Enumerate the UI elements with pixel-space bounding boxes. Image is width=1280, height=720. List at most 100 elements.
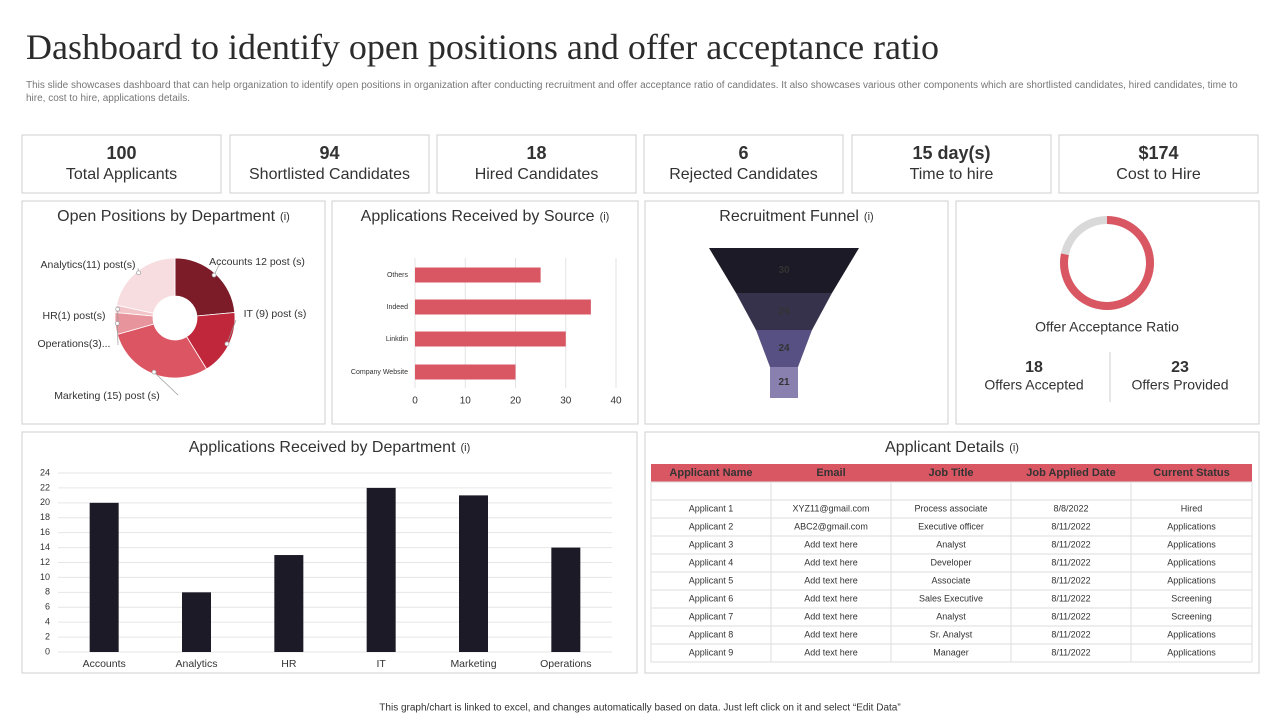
panel <box>21 431 638 674</box>
column-header: Current Status <box>1153 467 1229 479</box>
table-cell: Add text here <box>804 575 858 585</box>
table-cell: Applicant 1 <box>689 503 734 513</box>
table-cell: Hired <box>1181 503 1203 513</box>
y-tick-label: 4 <box>45 617 50 627</box>
x-tick-label: Analytics <box>175 658 217 670</box>
kpi-label: Time to hire <box>910 166 994 183</box>
table-cell: Executive officer <box>918 521 984 531</box>
donut-title: Offer Acceptance Ratio <box>1035 319 1179 335</box>
panel-title-text: Applicant Details <box>885 439 1004 456</box>
y-tick-label: Others <box>387 272 409 279</box>
y-tick-label: 22 <box>40 482 50 492</box>
table-cell: Add text here <box>804 539 858 549</box>
table-cell: XYZ11@gmail.com <box>793 503 870 513</box>
leader-dot <box>224 341 230 347</box>
kpi-card <box>643 134 844 194</box>
info-mark: (i) <box>1009 442 1019 454</box>
y-tick-label: 20 <box>40 497 50 507</box>
leader-line <box>226 319 237 344</box>
leader-dot <box>211 272 217 278</box>
y-tick-label: 16 <box>40 527 50 537</box>
table-cell: Applications <box>1167 557 1216 567</box>
kpi-card <box>1058 134 1259 194</box>
funnel-label: 21 <box>778 377 790 388</box>
kpi-value: $174 <box>1138 143 1178 163</box>
panel-title-text: Applications Received by Department <box>189 439 456 456</box>
funnel-label: 24 <box>778 343 790 354</box>
kpi-card <box>229 134 430 194</box>
table-cell: Add text here <box>804 647 858 657</box>
leader-dot <box>114 321 120 326</box>
x-tick-label: Operations <box>540 658 591 670</box>
kpi-label: Rejected Candidates <box>669 166 818 183</box>
leader-dot <box>151 369 157 375</box>
y-tick-label: Indeed <box>387 304 409 311</box>
bar <box>89 502 119 652</box>
table-cell: 8/11/2022 <box>1051 557 1090 567</box>
table-cell: Add text here <box>804 557 858 567</box>
table-cell: 8/11/2022 <box>1051 629 1090 639</box>
table-cell: Applicant 2 <box>689 521 734 531</box>
panel-title: Open Positions by Department (i) <box>57 208 290 225</box>
pie-slice <box>115 257 176 314</box>
column-header: Job Title <box>928 467 973 479</box>
bar <box>415 299 591 315</box>
kpi-label: Hired Candidates <box>475 166 599 183</box>
table-cell: Applicant 4 <box>689 557 734 567</box>
kpi-label: Total Applicants <box>66 166 177 183</box>
kpi-value: 15 day(s) <box>912 143 990 163</box>
table-cell: Analyst <box>936 611 966 621</box>
table-cell: Applicant 7 <box>689 611 734 621</box>
table-cell: Applications <box>1167 521 1216 531</box>
stat-value: 23 <box>1171 359 1189 376</box>
table-cell: 8/8/2022 <box>1053 503 1088 513</box>
table-cell: 8/11/2022 <box>1051 539 1090 549</box>
funnel-stage <box>709 248 859 293</box>
panel-title-text: Applications Received by Source <box>361 208 595 225</box>
kpi-value: 6 <box>738 143 748 163</box>
y-tick-label: 12 <box>40 557 50 567</box>
panel-title: Recruitment Funnel (i) <box>719 208 873 225</box>
table-cell: Add text here <box>804 611 858 621</box>
kpi-card <box>21 134 222 194</box>
panel-title: Applications Received by Department (i) <box>189 439 471 456</box>
table-header-bg <box>651 464 1252 482</box>
info-mark: (i) <box>280 211 290 223</box>
y-tick-label: 8 <box>45 587 50 597</box>
table-cell: Screening <box>1171 593 1212 603</box>
table-cell: 8/11/2022 <box>1051 647 1090 657</box>
panel-title-text: Open Positions by Department <box>57 208 275 225</box>
x-tick-label: IT <box>376 658 386 670</box>
kpi-value: 100 <box>106 143 136 163</box>
table-cell: Applicant 5 <box>689 575 734 585</box>
y-tick-label: Company Website <box>351 369 408 376</box>
y-tick-label: 10 <box>40 572 50 582</box>
table-cell: Screening <box>1171 611 1212 621</box>
x-tick-label: 40 <box>610 396 622 407</box>
bar <box>182 592 211 652</box>
table-cell: Applications <box>1167 629 1216 639</box>
kpi-value: 18 <box>526 143 546 163</box>
slice-label: Operations(3)... <box>38 338 111 350</box>
info-mark: (i) <box>600 211 610 223</box>
slice-label: Marketing (15) post (s) <box>54 390 160 402</box>
bar <box>366 487 396 652</box>
table-cell: Sales Executive <box>919 593 983 603</box>
bar <box>415 267 541 283</box>
kpi-label: Shortlisted Candidates <box>249 166 410 183</box>
table-cell: Applications <box>1167 575 1216 585</box>
leader-line <box>116 323 119 346</box>
x-tick-label: Marketing <box>450 658 496 670</box>
column-header: Job Applied Date <box>1026 467 1115 479</box>
funnel-stage <box>736 293 832 330</box>
kpi-card <box>436 134 637 194</box>
panel-title: Applicant Details (i) <box>885 439 1019 456</box>
y-tick-label: Linkdin <box>386 336 408 343</box>
slice-label: Accounts 12 post (s) <box>209 256 305 268</box>
x-tick-label: 30 <box>560 396 572 407</box>
y-tick-label: 2 <box>45 631 50 641</box>
column-header: Email <box>816 467 845 479</box>
table-cell: Applications <box>1167 647 1216 657</box>
